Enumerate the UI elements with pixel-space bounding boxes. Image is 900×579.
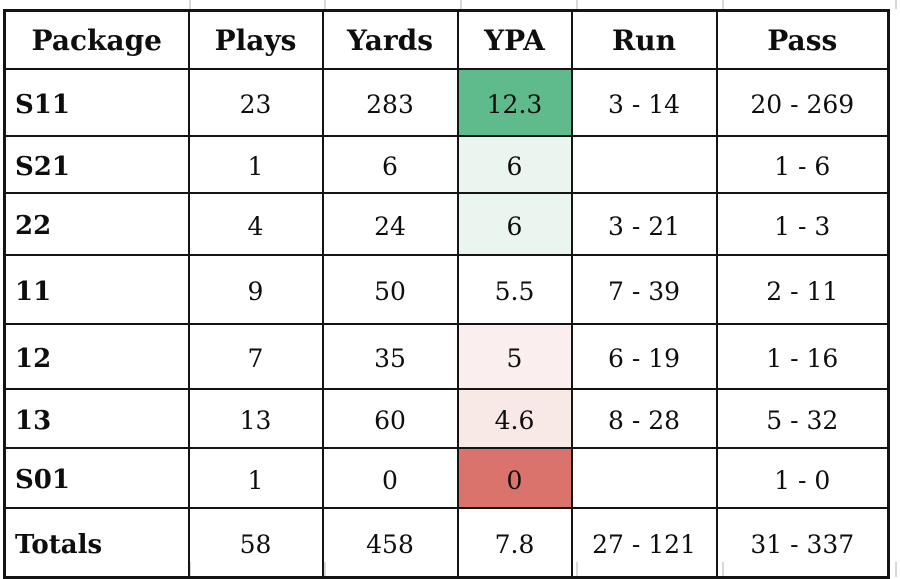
plays-cell: 9 [187, 254, 324, 325]
package-cell: 13 [3, 388, 190, 449]
ypa-cell: 4.6 [456, 388, 573, 449]
pass-cell: 1 - 6 [715, 135, 890, 194]
plays-cell: 4 [187, 192, 324, 256]
table-row: S11 23 283 12.3 3 - 14 20 - 269 [3, 68, 890, 137]
plays-cell: 1 [187, 135, 324, 194]
pass-cell: 1 - 16 [715, 323, 890, 390]
pass-cell: 1 - 0 [715, 447, 890, 509]
package-cell: 11 [3, 254, 190, 325]
run-cell: 27 - 121 [570, 507, 718, 579]
table-body: S11 23 283 12.3 3 - 14 20 - 269 S21 1 6 6 1 - 6 22 4… [3, 68, 890, 579]
ypa-cell: 5.5 [456, 254, 573, 325]
package-cell: Totals [3, 507, 190, 579]
yards-cell: 24 [321, 192, 459, 256]
pass-cell: 2 - 11 [715, 254, 890, 325]
run-cell: 8 - 28 [570, 388, 718, 449]
ypa-cell: 6 [456, 192, 573, 256]
pass-cell: 31 - 337 [715, 507, 890, 579]
run-cell [570, 135, 718, 194]
column-header-package: Package [3, 9, 190, 70]
plays-cell: 7 [187, 323, 324, 390]
gridline-stub [576, 0, 578, 9]
run-cell: 3 - 14 [570, 68, 718, 137]
plays-cell: 23 [187, 68, 324, 137]
run-cell: 3 - 21 [570, 192, 718, 256]
column-header-run: Run [570, 9, 718, 70]
table-row: 12 7 35 5 6 - 19 1 - 16 [3, 323, 890, 390]
package-stats-table: Package Plays Yards YPA Run Pass S11 23 28… [3, 9, 890, 579]
column-header-yards: Yards [321, 9, 459, 70]
gridline-stub [324, 0, 326, 9]
gridline-stub [722, 0, 724, 9]
column-header-ypa: YPA [456, 9, 573, 70]
run-cell [570, 447, 718, 509]
package-cell: 22 [3, 192, 190, 256]
gridline-stub [460, 0, 462, 9]
package-cell: S21 [3, 135, 190, 194]
gridline-stub [189, 0, 191, 9]
package-cell: S11 [3, 68, 190, 137]
yards-cell: 50 [321, 254, 459, 325]
table-row: 13 13 60 4.6 8 - 28 5 - 32 [3, 388, 890, 449]
plays-cell: 1 [187, 447, 324, 509]
table-row: 11 9 50 5.5 7 - 39 2 - 11 [3, 254, 890, 325]
yards-cell: 35 [321, 323, 459, 390]
table-row: S01 1 0 0 1 - 0 [3, 447, 890, 509]
pass-cell: 1 - 3 [715, 192, 890, 256]
table-row: S21 1 6 6 1 - 6 [3, 135, 890, 194]
yards-cell: 458 [321, 507, 459, 579]
table-row: 22 4 24 6 3 - 21 1 - 3 [3, 192, 890, 256]
yards-cell: 6 [321, 135, 459, 194]
header-row: Package Plays Yards YPA Run Pass [3, 9, 890, 70]
gridline-stub [895, 0, 897, 9]
yards-cell: 60 [321, 388, 459, 449]
gridline-stub [895, 562, 897, 577]
column-header-plays: Plays [187, 9, 324, 70]
ypa-cell: 6 [456, 135, 573, 194]
plays-cell: 13 [187, 388, 324, 449]
package-cell: 12 [3, 323, 190, 390]
run-cell: 7 - 39 [570, 254, 718, 325]
ypa-cell: 7.8 [456, 507, 573, 579]
run-cell: 6 - 19 [570, 323, 718, 390]
ypa-cell: 0 [456, 447, 573, 509]
pass-cell: 20 - 269 [715, 68, 890, 137]
pass-cell: 5 - 32 [715, 388, 890, 449]
table-row: Totals 58 458 7.8 27 - 121 31 - 337 [3, 507, 890, 579]
ypa-cell: 5 [456, 323, 573, 390]
yards-cell: 0 [321, 447, 459, 509]
package-cell: S01 [3, 447, 190, 509]
ypa-cell: 12.3 [456, 68, 573, 137]
plays-cell: 58 [187, 507, 324, 579]
yards-cell: 283 [321, 68, 459, 137]
column-header-pass: Pass [715, 9, 890, 70]
